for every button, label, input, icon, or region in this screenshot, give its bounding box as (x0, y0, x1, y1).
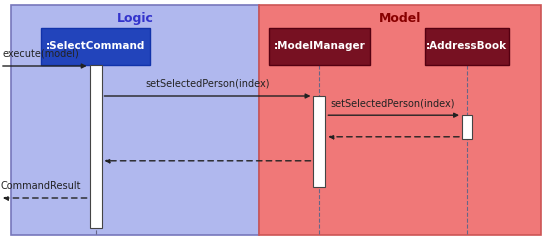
Text: execute(model): execute(model) (3, 49, 79, 59)
Bar (313, 96, 325, 187)
Text: Logic: Logic (117, 12, 153, 25)
Text: CommandResult: CommandResult (1, 181, 81, 191)
Bar (90, 65, 102, 228)
Text: :ModelManager: :ModelManager (274, 41, 365, 51)
Bar (259, 5, 541, 235)
Text: setSelectedPerson(index): setSelectedPerson(index) (145, 79, 270, 89)
Text: :SelectCommand: :SelectCommand (46, 41, 145, 51)
Text: setSelectedPerson(index): setSelectedPerson(index) (331, 98, 455, 108)
Bar (269, 28, 370, 65)
Text: :AddressBook: :AddressBook (426, 41, 507, 51)
Bar (425, 28, 509, 65)
Bar (462, 115, 472, 139)
Bar (41, 28, 150, 65)
Bar (11, 5, 259, 235)
Text: Model: Model (379, 12, 421, 25)
